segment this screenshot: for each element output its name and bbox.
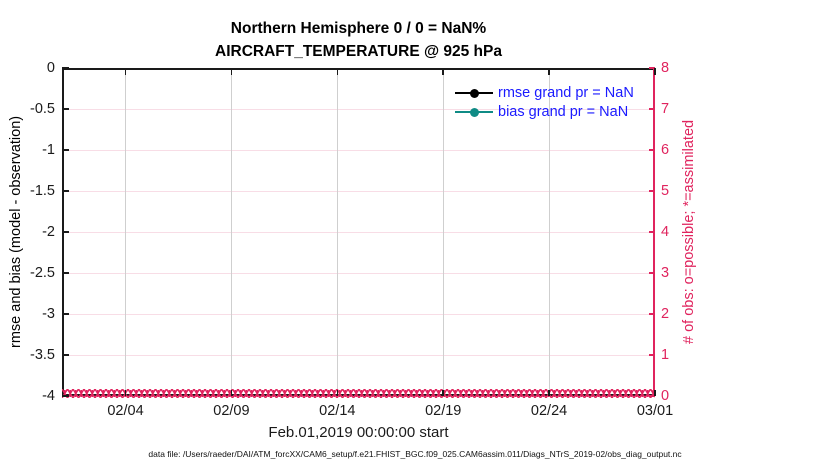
y-left-tick-label: -2 — [42, 224, 55, 240]
x-tick-label: 02/24 — [530, 403, 568, 419]
legend-entry-rmse: rmse grand pr = NaN — [455, 84, 634, 102]
horizontal-gridline — [62, 231, 655, 233]
y-right-tickmark — [648, 190, 655, 192]
x-top-tickmark — [654, 68, 656, 75]
legend: rmse grand pr = NaN bias grand pr = NaN — [455, 84, 634, 122]
y-right-tickmark — [648, 67, 655, 69]
vertical-gridline — [230, 68, 232, 396]
y-left-tick-label: -2.5 — [30, 265, 55, 281]
y-right-tickmark — [648, 395, 655, 397]
horizontal-gridline — [62, 354, 655, 356]
legend-entry-bias: bias grand pr = NaN — [455, 103, 634, 121]
y-right-tick-label: 5 — [661, 183, 670, 199]
y-left-tick-label: -4 — [42, 388, 55, 404]
bias-dot-marker-icon — [469, 107, 479, 117]
y-right-tickmark — [648, 231, 655, 233]
legend-label-bias: bias grand pr = NaN — [498, 104, 629, 120]
y-right-tickmark — [648, 149, 655, 151]
chart-title-line1: Northern Hemisphere 0 / 0 = NaN% — [230, 20, 487, 37]
chart-title-line2: AIRCRAFT_TEMPERATURE @ 925 hPa — [215, 43, 502, 60]
y-left-tickmark — [62, 231, 69, 233]
horizontal-gridline — [62, 149, 655, 151]
x-tick-label: 02/14 — [319, 403, 356, 419]
plot-area — [62, 67, 656, 398]
y-left-tick-label: -0.5 — [30, 101, 55, 117]
x-bottom-tickmark — [230, 389, 233, 396]
y-left-tick-label: -1.5 — [30, 183, 55, 199]
y-right-tickmark — [648, 354, 655, 356]
y-right-tick-label: 3 — [661, 265, 670, 281]
y-left-tick-label: -3.5 — [30, 347, 55, 363]
horizontal-gridline — [62, 190, 655, 192]
legend-label-rmse: rmse grand pr = NaN — [498, 85, 634, 101]
y-left-tickmark — [62, 108, 69, 110]
horizontal-gridline — [62, 313, 655, 315]
y-right-tickmark — [648, 108, 655, 110]
y-right-tick-label: 6 — [661, 142, 670, 158]
y-right-tick-label: 4 — [661, 224, 670, 240]
y-left-tickmark — [62, 354, 69, 356]
vertical-gridline — [125, 68, 126, 396]
x-tick-label: 02/04 — [107, 403, 144, 419]
x-top-tickmark — [548, 68, 550, 75]
y-left-tickmark — [62, 67, 69, 69]
y-left-tickmark — [62, 149, 69, 151]
vertical-gridline — [442, 68, 444, 396]
y-left-tickmark — [62, 395, 69, 397]
data-file-path: data file: /Users/raeder/DAI/ATM_forcXX/… — [148, 449, 682, 459]
y-left-tick-label: -1 — [42, 142, 55, 158]
chart-title: Northern Hemisphere 0 / 0 = NaN% AIRCRAF… — [62, 17, 655, 63]
x-tick-label: 03/01 — [636, 403, 674, 419]
y-left-tickmark — [62, 313, 69, 315]
y-right-tick-label: 8 — [661, 60, 670, 76]
x-bottom-tickmark — [442, 389, 445, 396]
y-left-tick-label: 0 — [46, 60, 55, 76]
y-right-tick-label: 0 — [661, 388, 670, 404]
x-tick-label: 02/19 — [425, 403, 462, 419]
x-bottom-tickmark — [548, 389, 550, 396]
y-right-tickmark — [648, 272, 655, 274]
y-right-tick-label: 7 — [661, 101, 670, 117]
y-right-tick-label: 1 — [661, 347, 670, 363]
axis-spine-top — [62, 68, 655, 70]
x-bottom-tickmark — [336, 389, 339, 396]
rmse-dot-marker-icon — [469, 88, 479, 98]
obs-count-zero-marker-band — [62, 389, 655, 398]
y-right-tick-label: 2 — [661, 306, 670, 322]
x-top-tickmark — [230, 68, 233, 75]
y-left-tick-label: -3 — [42, 306, 55, 322]
x-top-tickmark — [124, 68, 127, 75]
vertical-gridline — [336, 68, 338, 396]
x-bottom-tickmark — [124, 389, 127, 396]
bias-line-marker-icon — [455, 103, 493, 121]
horizontal-gridline — [62, 108, 655, 110]
x-top-tickmark — [336, 68, 339, 75]
x-top-tickmark — [442, 68, 445, 75]
x-bottom-tickmark — [654, 389, 656, 396]
x-tick-label: 02/09 — [213, 403, 250, 419]
horizontal-gridline — [62, 272, 655, 274]
rmse-line-marker-icon — [455, 84, 493, 102]
y-left-tickmark — [62, 272, 69, 274]
y-right-tickmark — [648, 313, 655, 315]
y-left-tickmark — [62, 190, 69, 192]
vertical-gridline — [548, 68, 550, 396]
x-axis-label: Feb.01,2019 00:00:00 start — [268, 424, 449, 441]
